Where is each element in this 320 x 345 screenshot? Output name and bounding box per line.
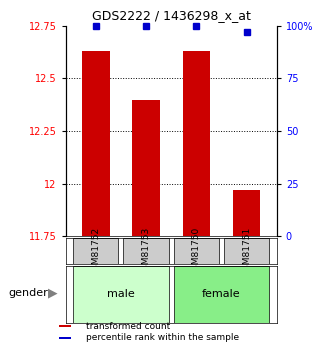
Text: ▶: ▶ <box>48 287 58 300</box>
Bar <box>182 51 210 236</box>
Text: transformed count: transformed count <box>86 322 170 331</box>
Bar <box>73 266 169 323</box>
Title: GDS2222 / 1436298_x_at: GDS2222 / 1436298_x_at <box>92 9 251 22</box>
Bar <box>82 51 109 236</box>
Text: GSM81752: GSM81752 <box>91 226 100 276</box>
Bar <box>174 266 269 323</box>
Text: GSM81753: GSM81753 <box>141 226 150 276</box>
Bar <box>124 238 169 264</box>
Text: male: male <box>107 289 135 299</box>
Bar <box>59 325 71 327</box>
Bar <box>73 238 118 264</box>
Bar <box>132 99 160 236</box>
Text: female: female <box>202 289 241 299</box>
Bar <box>59 337 71 339</box>
Text: percentile rank within the sample: percentile rank within the sample <box>86 333 239 342</box>
Text: gender: gender <box>8 288 48 298</box>
Text: GSM81750: GSM81750 <box>192 226 201 276</box>
Bar <box>233 190 260 236</box>
Bar <box>174 238 219 264</box>
Bar <box>224 238 269 264</box>
Text: GSM81751: GSM81751 <box>242 226 251 276</box>
